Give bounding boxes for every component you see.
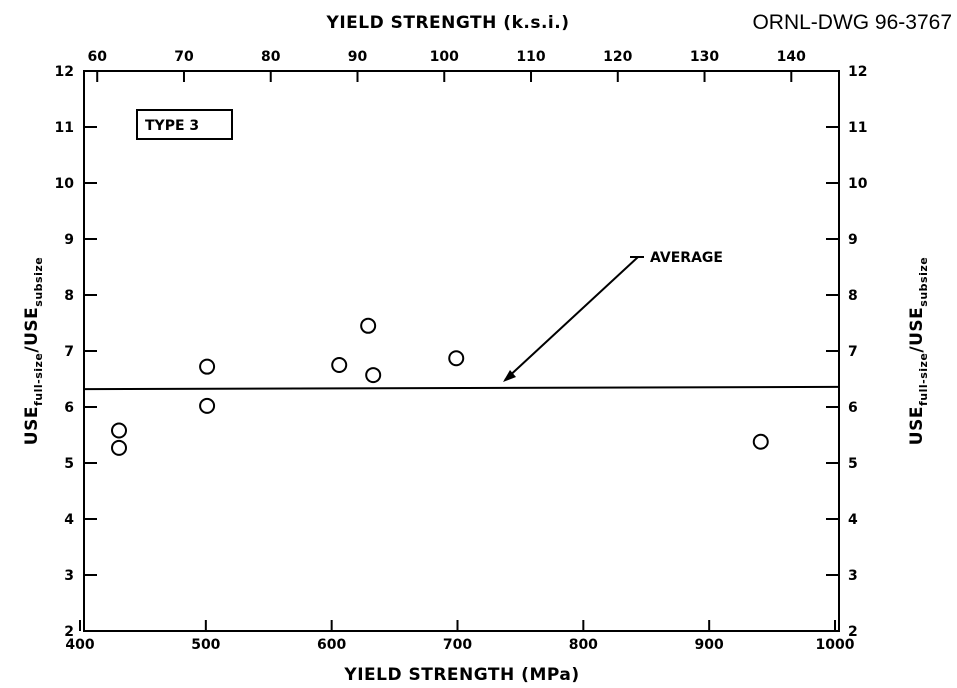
data-point <box>111 422 128 439</box>
y-tick-label: 7 <box>64 344 74 360</box>
x2-tick-label: 80 <box>261 49 281 65</box>
x2-tick-label: 60 <box>87 49 107 65</box>
y-tick-label: 8 <box>64 288 74 304</box>
y-right-tick-label: 7 <box>848 344 858 360</box>
average-arrow <box>504 256 639 381</box>
x2-tick-label: 140 <box>777 49 806 65</box>
y-right-label-sub2: subsize <box>917 257 930 307</box>
ticks-layer <box>79 70 839 632</box>
x-tick-label: 400 <box>65 637 94 653</box>
x2-tick-label: 130 <box>690 49 719 65</box>
x2-tick-label: 100 <box>430 49 459 65</box>
y-axis-title-right: USEfull-size/USEsubsize <box>907 257 930 445</box>
y-label-slash: / <box>22 346 42 353</box>
y-tick-label: 12 <box>55 64 74 80</box>
x-axis-title: YIELD STRENGTH (MPa) <box>343 665 579 685</box>
y-right-tick-label: 5 <box>848 456 858 472</box>
y-right-label-base: USE <box>907 406 927 445</box>
x-tick-label: 700 <box>443 637 472 653</box>
data-point <box>448 350 465 367</box>
points-layer <box>111 317 769 456</box>
y-tick-label: 3 <box>64 568 74 584</box>
y-axis-title-left: USEfull-size/USEsubsize <box>22 257 45 445</box>
x2-tick-label: 90 <box>348 49 368 65</box>
type-label: TYPE 3 <box>145 118 199 134</box>
y-right-tick-label: 10 <box>848 176 868 192</box>
drawing-id: ORNL-DWG 96-3767 <box>752 11 952 34</box>
y-tick-label: 11 <box>55 120 74 136</box>
data-point <box>752 433 769 450</box>
x2-tick-label: 110 <box>516 49 545 65</box>
y-label-sub2: subsize <box>32 257 45 307</box>
y-right-tick-label: 3 <box>848 568 858 584</box>
y-label-base: USE <box>22 406 42 445</box>
x2-tick-label: 120 <box>603 49 632 65</box>
x-tick-label: 1000 <box>816 637 855 653</box>
x-tick-label: 600 <box>317 637 346 653</box>
y-tick-label: 6 <box>64 400 74 416</box>
average-arrowhead <box>503 370 516 382</box>
data-point <box>360 317 377 334</box>
y-right-tick-label: 8 <box>848 288 858 304</box>
y-right-tick-label: 6 <box>848 400 858 416</box>
y-right-tick-label: 4 <box>848 512 858 528</box>
y-label-sub1: full-size <box>32 353 45 406</box>
tick-labels-layer: 400 500 600 700 800 900 1000 60 70 80 90 100 110 120 1… <box>55 49 868 653</box>
y-tick-label: 4 <box>64 512 74 528</box>
x-tick-label: 800 <box>569 637 598 653</box>
x2-axis-title: YIELD STRENGTH (k.s.i.) <box>326 13 570 33</box>
y-right-label-slash: / <box>907 346 927 353</box>
average-line <box>83 385 840 391</box>
y-tick-label: 2 <box>64 624 74 640</box>
data-point <box>199 397 216 414</box>
data-point <box>365 367 382 384</box>
y-right-label-base2: USE <box>907 307 927 346</box>
x-tick-label: 900 <box>695 637 724 653</box>
y-right-label-sub1: full-size <box>917 353 930 406</box>
data-point <box>199 358 216 375</box>
y-tick-label: 9 <box>64 232 74 248</box>
type-label-box <box>136 109 233 140</box>
average-label: AVERAGE <box>650 250 723 266</box>
y-right-tick-label: 12 <box>848 64 867 80</box>
data-point <box>111 439 128 456</box>
y-tick-label: 5 <box>64 456 74 472</box>
plot-frame <box>83 70 840 632</box>
x2-tick-label: 70 <box>174 49 194 65</box>
y-tick-label: 10 <box>55 176 75 192</box>
y-label-base2: USE <box>22 307 42 346</box>
x-tick-label: 500 <box>191 637 220 653</box>
y-right-tick-label: 9 <box>848 232 858 248</box>
y-right-tick-label: 11 <box>848 120 867 136</box>
y-right-tick-label: 2 <box>848 624 858 640</box>
data-point <box>331 357 348 373</box>
